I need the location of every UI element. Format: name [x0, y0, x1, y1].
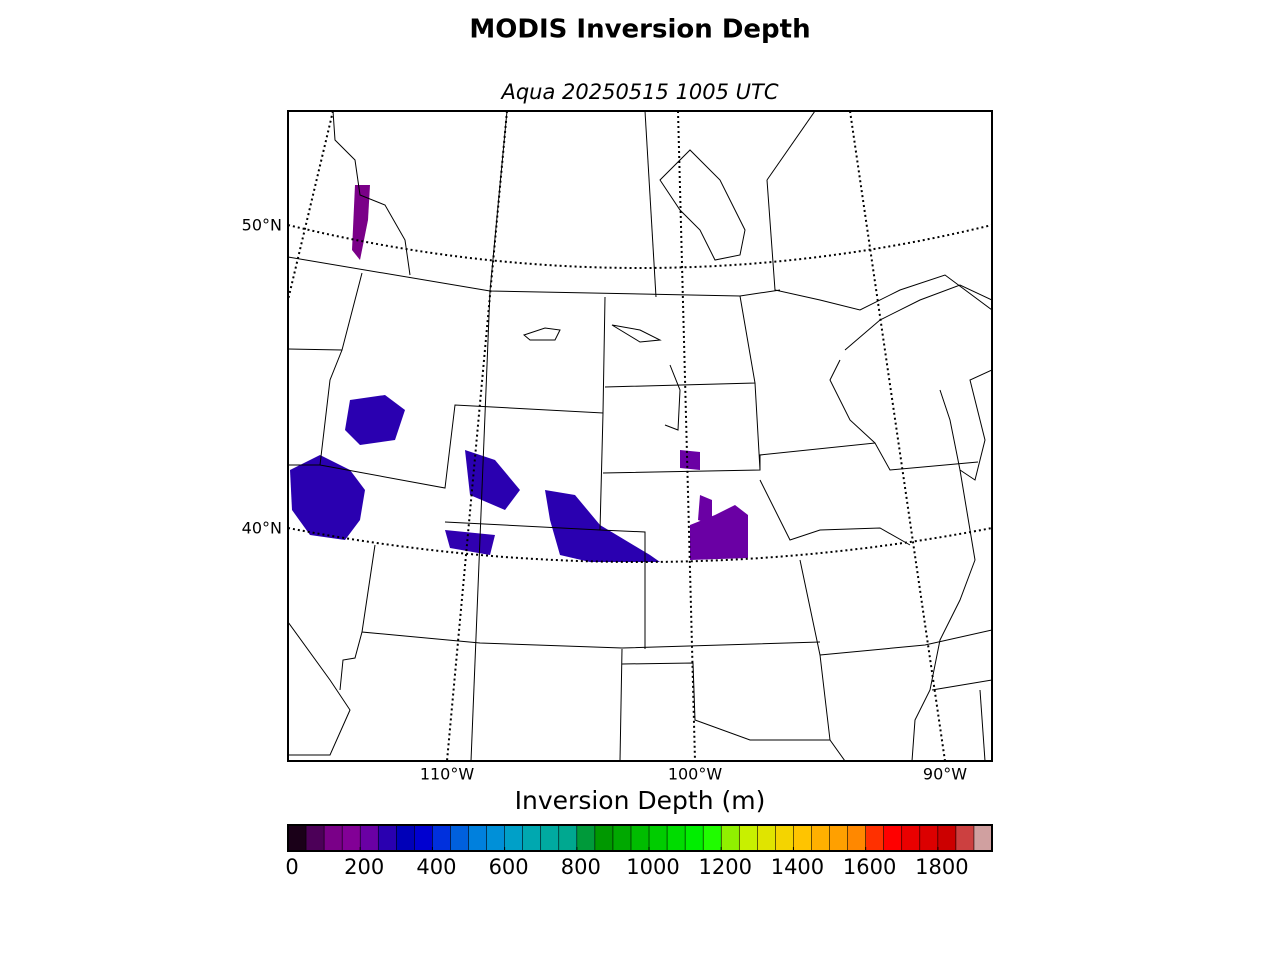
colorbar-segment: [414, 825, 433, 851]
graticule: [288, 111, 992, 761]
colorbar-segment: [649, 825, 668, 851]
colorbar-tick-label: 400: [416, 855, 456, 879]
colorbar-segment: [612, 825, 632, 851]
colorbar-segment: [306, 825, 325, 851]
colorbar-tick-label: 1000: [626, 855, 679, 879]
colorbar-segment: [865, 825, 885, 851]
colorbar-segment: [667, 825, 686, 851]
colorbar-segment: [504, 825, 524, 851]
subtitle: Aqua 20250515 1005 UTC: [499, 80, 778, 104]
lon-label: 100°W: [668, 765, 723, 784]
colorbar-segment: [576, 825, 596, 851]
colorbar-segment: [342, 825, 361, 851]
lat-label: 50°N: [242, 216, 282, 235]
colorbar-segment: [703, 825, 722, 851]
colorbar-segment: [793, 825, 812, 851]
colorbar-segment: [829, 825, 849, 851]
map: 50°N 40°N 110°W 100°W 90°W: [242, 110, 993, 784]
colorbar-segment: [775, 825, 794, 851]
colorbar-tick-label: 1400: [771, 855, 824, 879]
colorbar-segment: [919, 825, 939, 851]
colorbar-segment: [594, 825, 614, 851]
colorbar-tick-label: 1800: [915, 855, 968, 879]
colorbar-segment: [883, 825, 903, 851]
lon-label: 90°W: [923, 765, 967, 784]
colorbar-segment: [378, 825, 397, 851]
colorbar-segment: [901, 825, 921, 851]
colorbar-tick-label: 0: [285, 855, 298, 879]
colorbar-tick-label: 800: [561, 855, 601, 879]
data-pixels: [290, 185, 748, 562]
colorbar-tick-label: 1600: [843, 855, 896, 879]
colorbar-segment: [847, 825, 867, 851]
colorbar-segment: [973, 825, 993, 851]
lat-label: 40°N: [242, 519, 282, 538]
colorbar-tick-label: 600: [489, 855, 529, 879]
colorbar-label: Inversion Depth (m): [515, 786, 766, 815]
colorbar-segment: [757, 825, 776, 851]
colorbar-frame: [287, 824, 993, 852]
colorbar-segment: [432, 825, 451, 851]
colorbar-tick-label: 200: [344, 855, 384, 879]
colorbar-segment: [558, 825, 578, 851]
colorbar-segment: [811, 825, 831, 851]
colorbar-segment: [450, 825, 470, 851]
lon-label: 110°W: [420, 765, 475, 784]
colorbar-segment: [630, 825, 650, 851]
colorbar-segment: [396, 825, 415, 851]
colorbar: 0 200 400 600 800 1000 1200 1400 1600 1800: [285, 824, 993, 879]
title: MODIS Inversion Depth: [469, 15, 810, 45]
colorbar-segment: [540, 825, 560, 851]
colorbar-segment: [486, 825, 506, 851]
colorbar-segment: [288, 825, 307, 851]
colorbar-tick-label: 1200: [699, 855, 752, 879]
colorbar-segment: [937, 825, 957, 851]
colorbar-segment: [739, 825, 758, 851]
colorbar-segment: [324, 825, 343, 851]
colorbar-segment: [468, 825, 488, 851]
map-frame: [287, 110, 993, 762]
colorbar-segment: [721, 825, 740, 851]
colorbar-segment: [955, 825, 975, 851]
colorbar-segment: [522, 825, 542, 851]
colorbar-segment: [360, 825, 379, 851]
colorbar-segment: [685, 825, 704, 851]
